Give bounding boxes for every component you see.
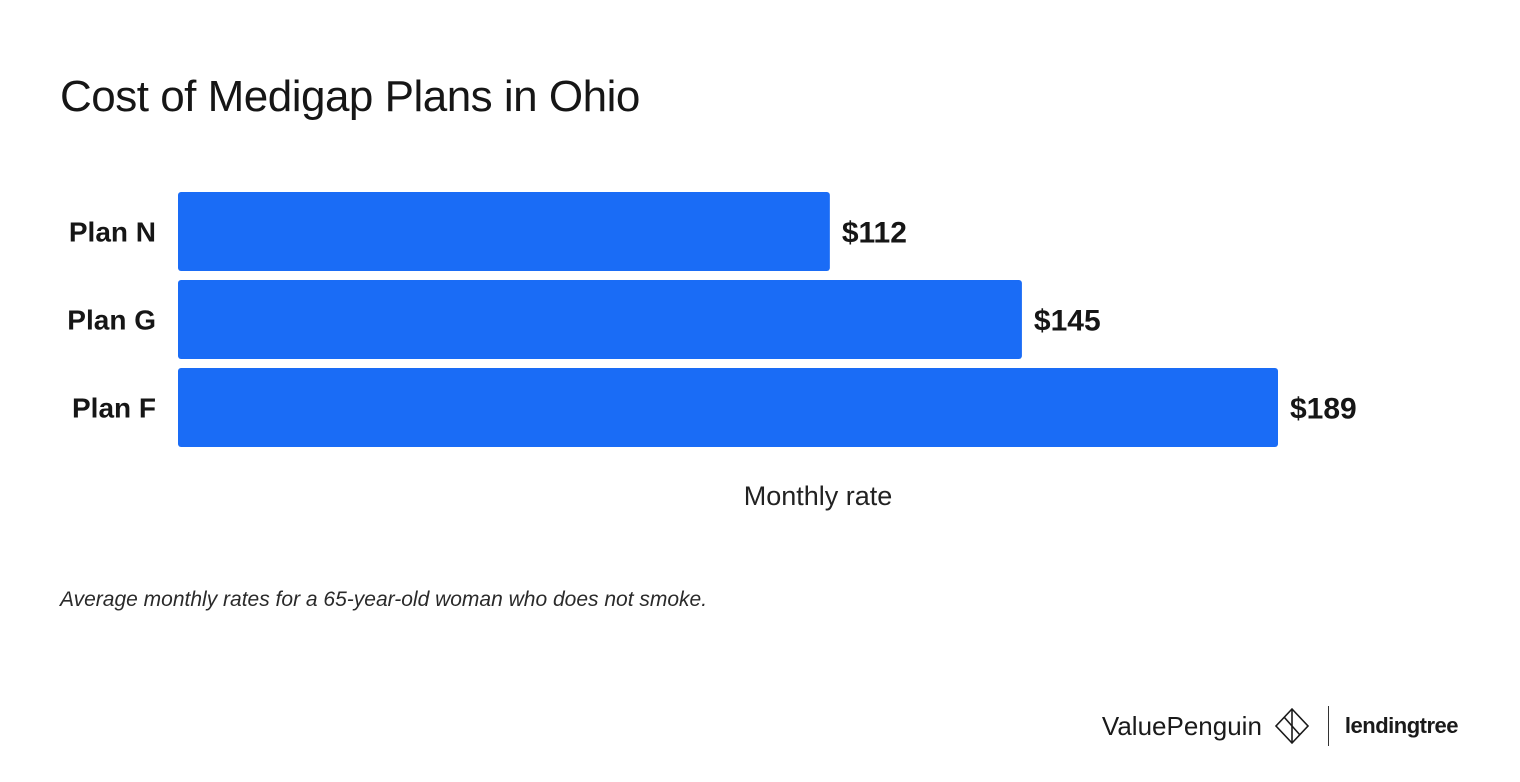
valuepenguin-logo-text: ValuePenguin [1101,710,1262,741]
chart-title: Cost of Medigap Plans in Ohio [60,72,640,121]
value-label: $112 [842,217,907,250]
bar-chart: Plan N $112 Plan G $145 Plan F $189 Monthly ra… [67,192,1357,511]
category-label: Plan F [72,393,156,424]
brand-logos: ValuePenguin lendingtree [1101,704,1459,748]
lendingtree-logo-text: lendingtree [1344,713,1459,738]
value-label: $189 [1290,393,1357,426]
value-label: $145 [1034,305,1101,338]
bar-plan-n [178,192,830,271]
valuepenguin-icon [1274,707,1310,745]
bar-plan-g [178,280,1022,359]
footnote: Average monthly rates for a 65-year-old … [60,588,708,611]
bar-plan-f [178,368,1278,447]
category-label: Plan G [67,305,156,336]
category-label: Plan N [69,217,156,248]
x-axis-label: Monthly rate [744,481,893,511]
brand-divider [1327,706,1329,746]
